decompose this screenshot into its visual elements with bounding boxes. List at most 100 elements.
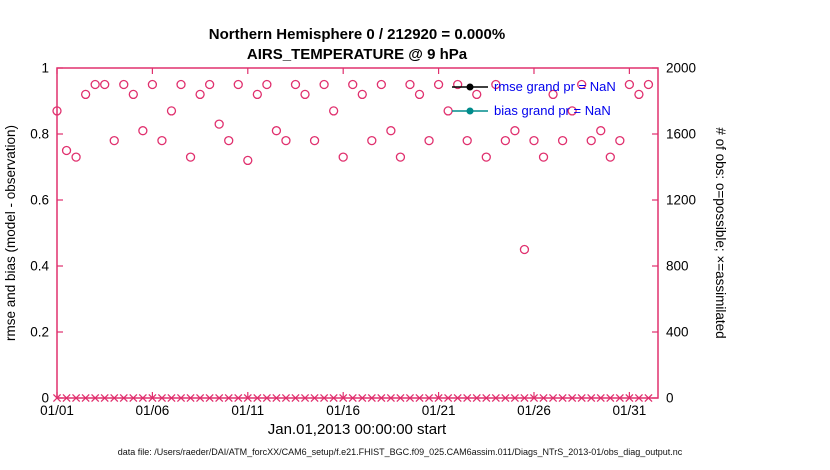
assimilated-obs-marker (119, 393, 128, 403)
assimilated-obs-marker (606, 393, 615, 403)
assimilated-obs-marker (396, 393, 405, 403)
assimilated-obs-marker (367, 393, 376, 403)
possible-obs-marker (166, 106, 177, 116)
possible-obs-marker (357, 89, 367, 100)
chart-title: Northern Hemisphere 0 / 212920 = 0.000% (209, 26, 505, 43)
assimilated-obs-marker (491, 393, 500, 403)
possible-obs-marker (80, 89, 91, 100)
assimilated-obs-marker (434, 393, 443, 403)
possible-obs-marker (128, 89, 138, 100)
possible-obs-marker (90, 79, 100, 90)
possible-obs-marker (567, 106, 577, 116)
assimilated-obs-marker (444, 393, 453, 403)
assimilated-obs-marker (329, 393, 338, 403)
left-y-tick-label: 0.2 (30, 325, 49, 340)
possible-obs-marker (281, 135, 291, 146)
assimilated-obs-marker (224, 393, 233, 403)
assimilated-obs-marker (100, 393, 109, 403)
right-y-tick-label: 1200 (666, 193, 696, 208)
assimilated-obs-marker (243, 393, 252, 403)
possible-obs-marker (147, 79, 158, 90)
left-y-tick-label: 0.8 (30, 127, 49, 142)
possible-obs-marker (224, 135, 234, 146)
assimilated-obs-marker (62, 393, 71, 403)
assimilated-obs-marker (463, 393, 472, 403)
possible-obs-marker (367, 135, 377, 146)
assimilated-obs-marker (510, 393, 519, 403)
possible-obs-marker (52, 106, 62, 116)
x-tick-label: 01/31 (612, 403, 646, 418)
assimilated-obs-marker (91, 393, 100, 403)
possible-obs-marker (596, 126, 606, 136)
x-tick-label: 01/16 (326, 403, 360, 418)
possible-obs-marker (157, 135, 167, 146)
assimilated-obs-marker (358, 393, 367, 403)
possible-obs-marker (138, 126, 148, 136)
right-y-tick-label: 2000 (666, 61, 696, 76)
possible-obs-marker (376, 79, 386, 90)
possible-obs-marker (338, 152, 348, 162)
assimilated-obs-marker (529, 393, 539, 403)
possible-obs-marker (185, 152, 196, 162)
possible-obs-marker (510, 126, 520, 136)
assimilated-obs-marker (539, 393, 548, 403)
possible-obs-marker (262, 79, 272, 90)
assimilated-obs-marker (234, 393, 243, 403)
possible-obs-marker (214, 119, 224, 129)
assimilated-obs-marker (558, 393, 567, 403)
possible-obs-marker (529, 135, 539, 146)
assimilated-obs-marker (300, 393, 310, 403)
x-tick-label: 01/06 (135, 403, 169, 418)
assimilated-obs-marker (72, 393, 81, 403)
possible-obs-marker (109, 135, 119, 146)
right-y-tick-label: 800 (666, 259, 689, 274)
possible-obs-marker (119, 79, 129, 90)
assimilated-obs-marker (501, 393, 510, 403)
possible-obs-marker (300, 89, 310, 100)
left-y-tick-label: 1 (41, 61, 49, 76)
assimilated-obs-marker (415, 393, 424, 403)
possible-obs-marker (348, 79, 358, 90)
x-tick-label: 01/26 (517, 403, 551, 418)
possible-obs-marker (643, 79, 654, 90)
right-y-tick-label: 400 (666, 325, 689, 340)
assimilated-obs-marker (339, 393, 348, 403)
assimilated-obs-marker (110, 393, 119, 403)
possible-obs-marker (615, 135, 625, 146)
legend-bias-marker (466, 107, 474, 115)
possible-obs-marker (233, 79, 243, 90)
possible-obs-marker (634, 89, 644, 100)
assimilated-obs-marker (310, 393, 319, 403)
assimilated-obs-marker (549, 393, 558, 403)
assimilated-obs-marker (577, 393, 586, 403)
assimilated-obs-marker (453, 393, 462, 403)
possible-obs-marker (386, 126, 396, 136)
possible-obs-marker (586, 135, 596, 146)
possible-obs-marker (61, 145, 72, 156)
assimilated-obs-marker (215, 393, 224, 403)
legend-bias-label: bias grand pr = NaN (494, 103, 611, 118)
possible-obs-marker (414, 89, 425, 100)
possible-obs-marker (462, 135, 472, 146)
right-y-tick-label: 0 (666, 391, 674, 406)
possible-obs-marker (252, 89, 262, 100)
possible-obs-marker (433, 79, 444, 90)
assimilated-obs-marker (281, 393, 291, 403)
possible-obs-marker (443, 106, 453, 116)
assimilated-obs-marker (634, 393, 643, 403)
axis-ticks (56, 67, 658, 399)
legend: rmse grand pr = NaN bias grand pr = NaN (452, 79, 616, 118)
chart-subtitle: AIRS_TEMPERATURE @ 9 hPa (247, 46, 468, 63)
possible-obs-marker (519, 244, 530, 255)
assimilated-obs-marker (81, 393, 90, 403)
possible-obs-marker (195, 89, 205, 100)
possible-obs-marker (271, 126, 282, 136)
possible-obs-marker (491, 79, 501, 90)
assimilated-obs-marker (262, 393, 271, 403)
legend-rmse-marker (466, 83, 474, 91)
possible-obs-marker (329, 106, 339, 116)
assimilated-obs-marker (386, 393, 395, 403)
assimilated-obs-marker (291, 393, 300, 403)
possible-obs-marker (472, 89, 482, 100)
